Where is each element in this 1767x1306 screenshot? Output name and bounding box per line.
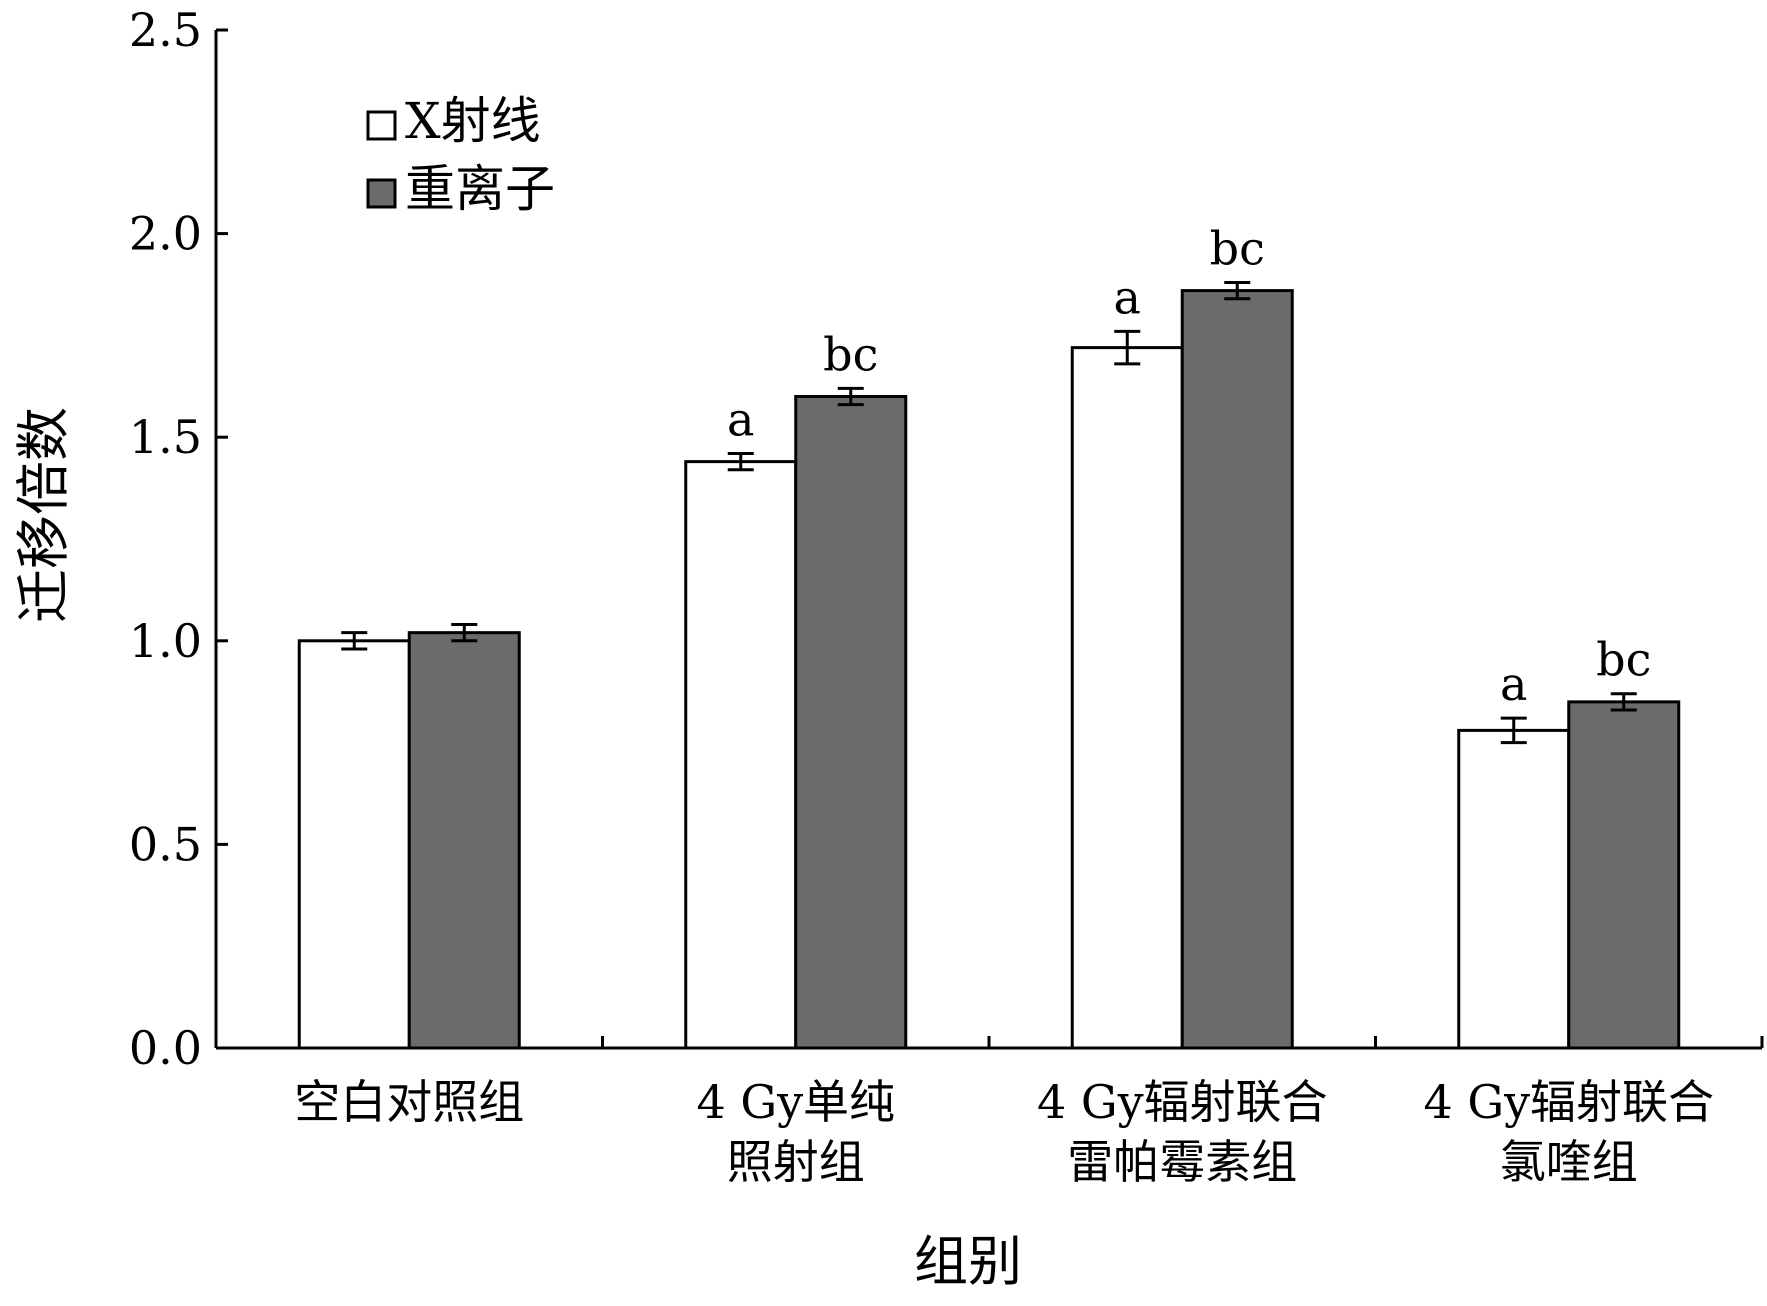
legend-swatch — [366, 110, 397, 141]
legend-label: 重离子 — [405, 160, 555, 218]
category-label: 雷帕霉素组 — [1067, 1135, 1297, 1189]
category-label: 4 Gy辐射联合 — [1423, 1075, 1714, 1129]
bar-x-ray — [1070, 346, 1184, 1050]
category-label: 照射组 — [727, 1135, 865, 1189]
y-tick-label: 0.5 — [129, 817, 202, 871]
category-label: 4 Gy单纯 — [696, 1075, 895, 1129]
bar-x-ray — [297, 639, 411, 1050]
y-axis-title: 迁移倍数 — [12, 407, 75, 623]
category-label: 氯喹组 — [1500, 1135, 1638, 1189]
bar-heavy-ion — [1567, 700, 1681, 1050]
y-tick-label: 0.0 — [129, 1021, 202, 1075]
y-ticks: 0.0 0.5 1.0 1.5 2.0 2.5 — [129, 3, 228, 1075]
significance-label: a — [1114, 270, 1141, 324]
bar-x-ray — [684, 460, 798, 1050]
legend-label: X射线 — [405, 92, 541, 150]
y-tick-label: 1.5 — [129, 410, 202, 464]
bar-heavy-ion — [794, 394, 908, 1050]
significance-label: bc — [823, 327, 878, 381]
x-axis-title: 组别 — [914, 1230, 1022, 1293]
significance-label: bc — [1210, 221, 1265, 275]
category-label: 4 Gy辐射联合 — [1037, 1075, 1328, 1129]
bar-heavy-ion — [407, 631, 521, 1050]
x-ticks — [601, 1036, 1764, 1048]
significance-label: a — [727, 392, 754, 446]
significance-label: bc — [1596, 633, 1651, 687]
bars-layer — [297, 289, 1681, 1050]
y-tick-label: 1.0 — [129, 614, 202, 668]
y-tick-label: 2.0 — [129, 207, 202, 261]
bar-x-ray — [1457, 728, 1571, 1050]
legend-swatch — [366, 178, 397, 209]
y-tick-label: 2.5 — [129, 3, 202, 57]
significance-labels: a bc a bc a bc — [727, 221, 1651, 711]
category-label: 空白对照组 — [294, 1075, 524, 1129]
error-bars — [341, 280, 1637, 745]
bar-heavy-ion — [1180, 289, 1294, 1050]
significance-label: a — [1500, 657, 1527, 711]
